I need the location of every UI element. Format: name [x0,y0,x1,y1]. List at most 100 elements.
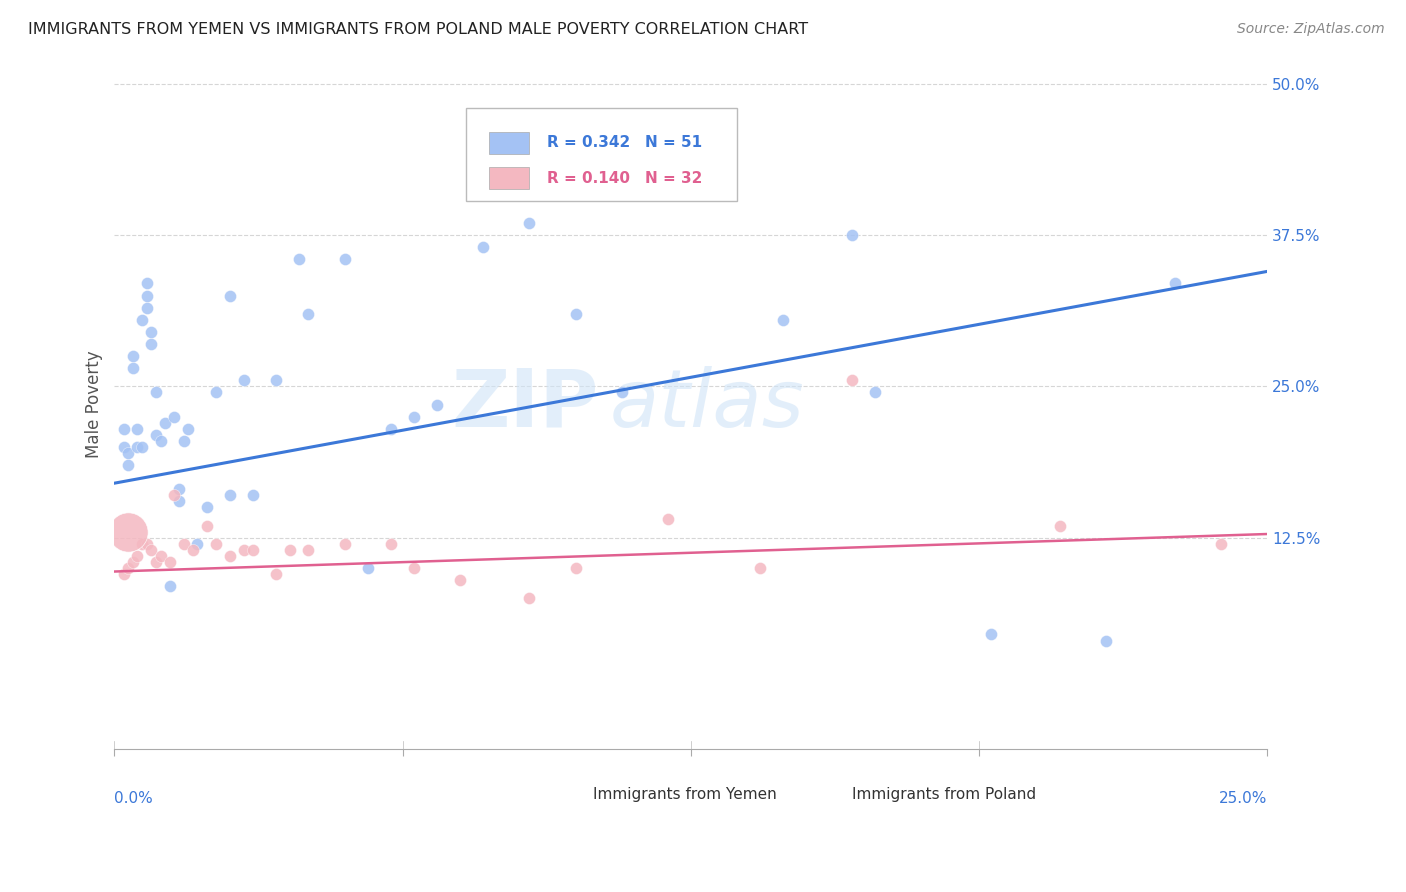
Point [117,524,139,539]
Point [564,307,586,321]
Point [841,228,863,243]
Text: ZIP: ZIP [451,366,599,443]
FancyBboxPatch shape [465,108,737,201]
Point [195,518,218,533]
Point [153,416,176,430]
Point [980,627,1002,641]
Point [205,385,228,400]
Point [117,446,139,460]
Point [357,561,380,575]
Point [127,422,149,436]
Point [195,500,218,515]
Point [232,542,254,557]
Point [380,537,402,551]
Point [610,385,633,400]
Point [205,537,228,551]
Point [264,566,287,581]
Point [232,373,254,387]
Text: Immigrants from Poland: Immigrants from Poland [852,787,1036,802]
Point [1095,633,1118,648]
Point [404,409,426,424]
Point [449,573,471,587]
Text: R = 0.342: R = 0.342 [547,135,630,150]
Point [426,397,449,411]
Y-axis label: Male Poverty: Male Poverty [86,351,103,458]
Point [841,373,863,387]
Point [117,561,139,575]
Point [135,537,157,551]
Text: N = 32: N = 32 [645,170,702,186]
Point [1164,277,1187,291]
Point [297,307,319,321]
Point [218,288,240,302]
Point [131,440,153,454]
Point [167,482,190,496]
Point [149,434,172,448]
Point [117,458,139,472]
Point [135,277,157,291]
Point [177,422,200,436]
Point [145,427,167,442]
Point [242,542,264,557]
Point [131,313,153,327]
Point [127,440,149,454]
Point [145,555,167,569]
Point [149,549,172,563]
Point [163,488,186,502]
Point [167,494,190,508]
Point [112,440,135,454]
Point [121,361,143,376]
Point [112,566,135,581]
Point [472,240,495,254]
Point [112,422,135,436]
Point [181,542,204,557]
Bar [489,167,530,189]
Point [278,542,301,557]
Point [145,385,167,400]
Point [173,434,195,448]
Point [297,542,319,557]
Point [135,301,157,315]
Text: Source: ZipAtlas.com: Source: ZipAtlas.com [1237,22,1385,37]
Point [1211,537,1233,551]
Point [218,549,240,563]
Text: atlas: atlas [610,366,804,443]
Point [242,488,264,502]
Text: R = 0.140: R = 0.140 [547,170,630,186]
Point [772,313,794,327]
Point [135,288,157,302]
Text: 25.0%: 25.0% [1219,791,1267,805]
Point [288,252,311,267]
Text: IMMIGRANTS FROM YEMEN VS IMMIGRANTS FROM POLAND MALE POVERTY CORRELATION CHART: IMMIGRANTS FROM YEMEN VS IMMIGRANTS FROM… [28,22,808,37]
Point [1049,518,1071,533]
Point [141,325,163,339]
Point [865,385,887,400]
Point [264,373,287,387]
Point [121,349,143,363]
Point [159,579,181,593]
Point [218,488,240,502]
Point [657,144,679,158]
Bar [489,131,530,153]
Point [159,555,181,569]
Point [564,561,586,575]
Point [141,337,163,351]
Point [519,216,541,230]
Point [121,555,143,569]
Point [404,561,426,575]
Point [173,537,195,551]
Point [519,591,541,606]
Point [749,561,772,575]
Point [380,422,402,436]
Point [127,549,149,563]
Point [333,252,356,267]
Bar [800,785,846,805]
Point [186,537,208,551]
Text: Immigrants from Yemen: Immigrants from Yemen [593,787,776,802]
Bar [541,785,588,805]
Point [131,537,153,551]
Point [163,409,186,424]
Text: 0.0%: 0.0% [114,791,153,805]
Point [657,512,679,526]
Point [333,537,356,551]
